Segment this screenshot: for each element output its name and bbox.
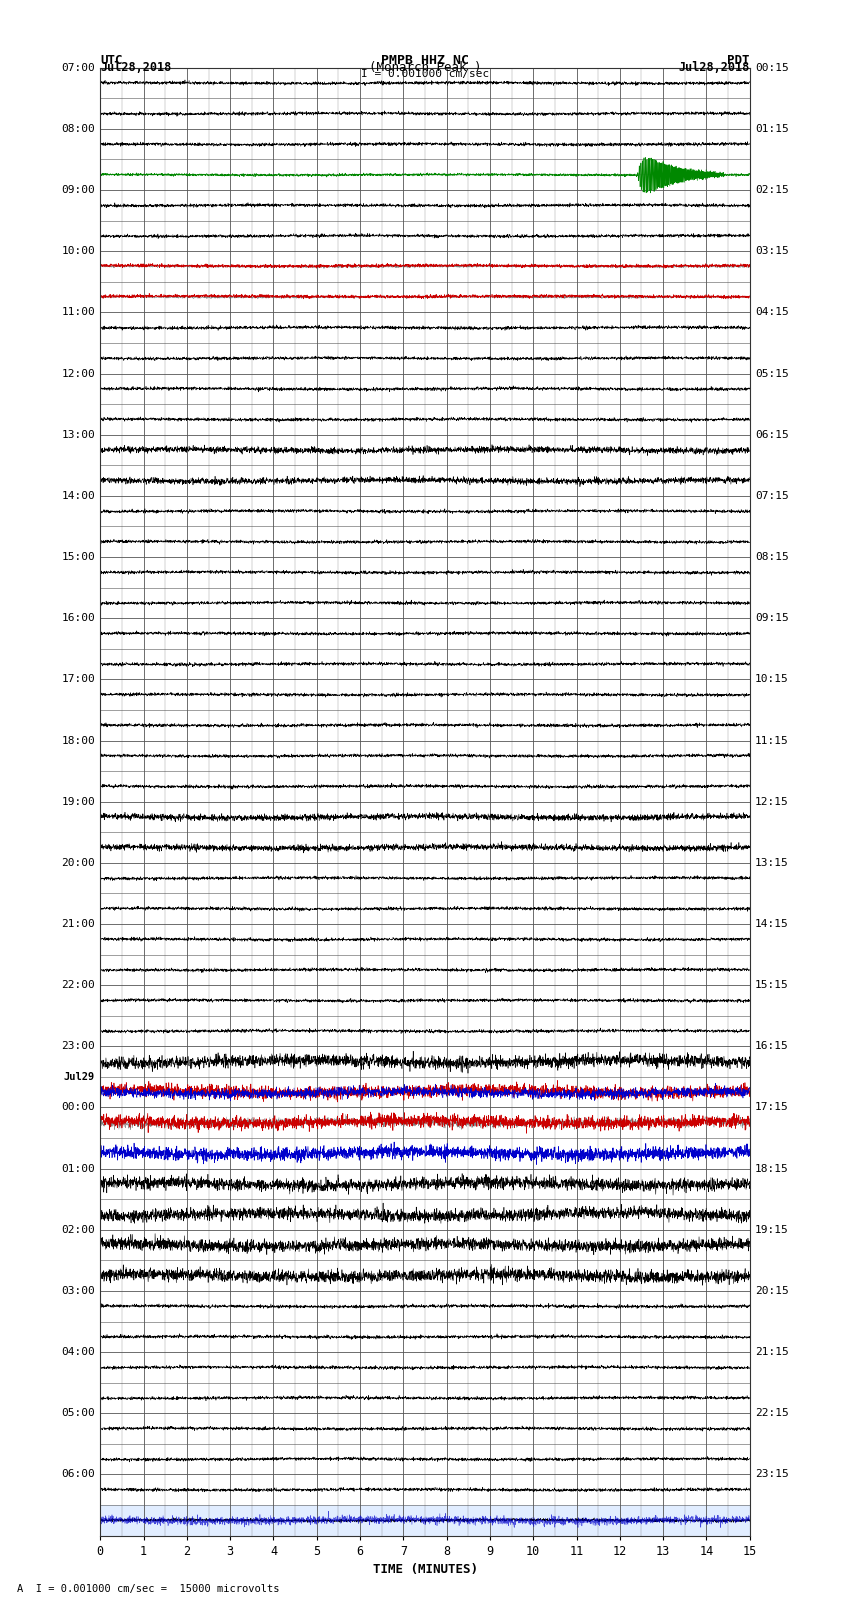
Text: 19:15: 19:15 — [755, 1224, 789, 1236]
X-axis label: TIME (MINUTES): TIME (MINUTES) — [372, 1563, 478, 1576]
Text: 21:00: 21:00 — [61, 919, 95, 929]
Text: 04:15: 04:15 — [755, 308, 789, 318]
Text: 00:15: 00:15 — [755, 63, 789, 73]
Text: 07:15: 07:15 — [755, 490, 789, 502]
Text: 10:00: 10:00 — [61, 247, 95, 256]
Text: 06:00: 06:00 — [61, 1469, 95, 1479]
Text: 17:15: 17:15 — [755, 1102, 789, 1113]
Text: 18:00: 18:00 — [61, 736, 95, 745]
Text: 05:15: 05:15 — [755, 368, 789, 379]
Text: Jul28,2018: Jul28,2018 — [678, 61, 750, 74]
Text: PDT: PDT — [728, 53, 750, 68]
Text: 17:00: 17:00 — [61, 674, 95, 684]
Text: A  I = 0.001000 cm/sec =  15000 microvolts: A I = 0.001000 cm/sec = 15000 microvolts — [17, 1584, 280, 1594]
Text: 18:15: 18:15 — [755, 1163, 789, 1174]
Text: (Monarch Peak ): (Monarch Peak ) — [369, 61, 481, 74]
Text: 13:00: 13:00 — [61, 429, 95, 440]
Text: 06:15: 06:15 — [755, 429, 789, 440]
Text: 08:15: 08:15 — [755, 552, 789, 561]
Text: 03:00: 03:00 — [61, 1286, 95, 1295]
Text: 21:15: 21:15 — [755, 1347, 789, 1357]
Text: 16:00: 16:00 — [61, 613, 95, 623]
Text: 19:00: 19:00 — [61, 797, 95, 806]
Text: 15:00: 15:00 — [61, 552, 95, 561]
Text: 07:00: 07:00 — [61, 63, 95, 73]
Text: 15:15: 15:15 — [755, 981, 789, 990]
Text: 22:00: 22:00 — [61, 981, 95, 990]
Text: 10:15: 10:15 — [755, 674, 789, 684]
Text: UTC: UTC — [100, 53, 122, 68]
Text: 14:00: 14:00 — [61, 490, 95, 502]
Text: 11:15: 11:15 — [755, 736, 789, 745]
Text: 13:15: 13:15 — [755, 858, 789, 868]
Text: 00:00: 00:00 — [61, 1102, 95, 1113]
Text: 23:00: 23:00 — [61, 1042, 95, 1052]
Text: 09:00: 09:00 — [61, 185, 95, 195]
Text: 11:00: 11:00 — [61, 308, 95, 318]
Text: 20:00: 20:00 — [61, 858, 95, 868]
Text: 22:15: 22:15 — [755, 1408, 789, 1418]
Text: PMPB HHZ NC: PMPB HHZ NC — [381, 53, 469, 68]
Text: 12:00: 12:00 — [61, 368, 95, 379]
Text: 01:00: 01:00 — [61, 1163, 95, 1174]
Bar — [100, 1505, 750, 1536]
Text: 02:00: 02:00 — [61, 1224, 95, 1236]
Text: 23:15: 23:15 — [755, 1469, 789, 1479]
Text: 20:15: 20:15 — [755, 1286, 789, 1295]
Text: 08:00: 08:00 — [61, 124, 95, 134]
Text: Jul28,2018: Jul28,2018 — [100, 61, 172, 74]
Text: 04:00: 04:00 — [61, 1347, 95, 1357]
Text: 02:15: 02:15 — [755, 185, 789, 195]
Text: 16:15: 16:15 — [755, 1042, 789, 1052]
Text: 03:15: 03:15 — [755, 247, 789, 256]
Text: 14:15: 14:15 — [755, 919, 789, 929]
Text: 12:15: 12:15 — [755, 797, 789, 806]
Text: I = 0.001000 cm/sec: I = 0.001000 cm/sec — [361, 69, 489, 79]
Text: 09:15: 09:15 — [755, 613, 789, 623]
Text: 05:00: 05:00 — [61, 1408, 95, 1418]
Text: 01:15: 01:15 — [755, 124, 789, 134]
Text: Jul29: Jul29 — [64, 1073, 95, 1082]
